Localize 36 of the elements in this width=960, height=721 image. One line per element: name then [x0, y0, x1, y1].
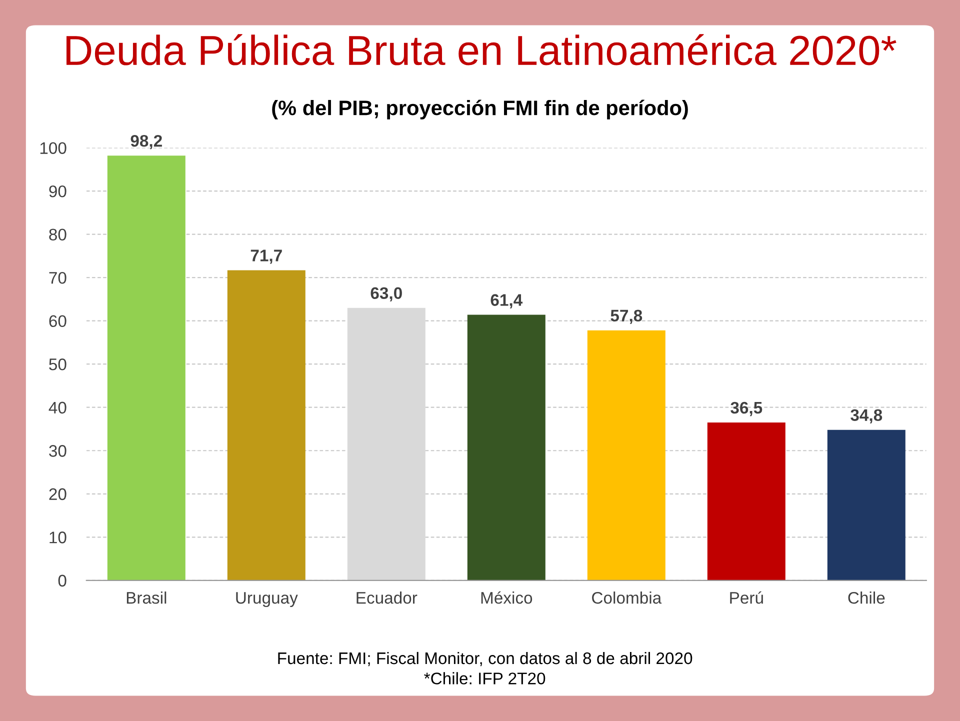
data-label: 57,8: [610, 310, 642, 324]
y-tick-label: 70: [49, 272, 66, 284]
bar: [587, 330, 666, 580]
bar: [467, 314, 546, 580]
y-tick-label: 80: [49, 228, 66, 241]
y-tick-label: 30: [49, 445, 66, 457]
data-label: 63,0: [370, 287, 402, 302]
x-tick-label: Colombia: [592, 592, 662, 604]
x-tick-label: Perú: [730, 591, 763, 604]
data-label: 71,7: [250, 250, 282, 264]
data-label: 34,8: [850, 409, 882, 424]
x-tick-label: Uruguay: [236, 592, 298, 608]
data-label: 61,4: [490, 294, 523, 308]
y-tick-label: 50: [49, 358, 66, 370]
y-tick-label: 60: [49, 315, 66, 328]
y-tick-label: 100: [40, 142, 66, 154]
x-tick-label: Ecuador: [356, 592, 418, 604]
bar: [107, 156, 186, 580]
x-tick-label: Chile: [848, 592, 885, 604]
text: *Chile: IFP 2T20: [424, 672, 546, 684]
chart-title: Deuda Pública Bruta en Latinoamérica 2020*: [66, 34, 896, 66]
y-tick-label: 40: [48, 402, 66, 414]
bar: [347, 308, 426, 580]
x-tick-label: Brasil: [126, 592, 166, 604]
bar: [827, 430, 906, 580]
y-tick-label: 10: [50, 532, 66, 544]
x-tick-label: México: [481, 591, 532, 604]
chart-subtitle: (% del PIB; proyección FMI fin de período): [272, 100, 688, 120]
source-note: Fuente: FMI; Fiscal Monitor, con datos al 8 de abril 2020: [278, 652, 692, 666]
y-tick-label: 0: [58, 574, 66, 587]
data-label: 36,5: [730, 402, 762, 416]
y-tick-label: 90: [49, 185, 66, 198]
data-label: 98,2: [130, 134, 162, 150]
bar: [227, 270, 306, 580]
y-tick-label: 20: [49, 488, 66, 500]
bar: [707, 422, 786, 580]
